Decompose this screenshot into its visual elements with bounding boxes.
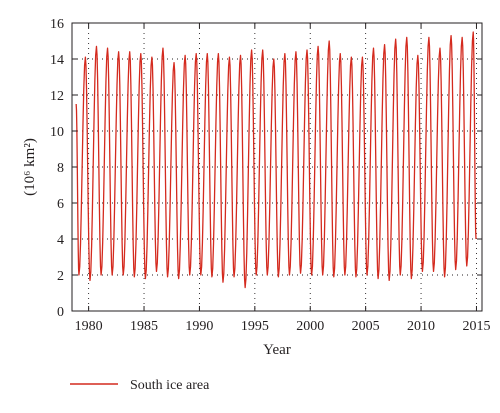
x-tick-label-1995: 1995 [241,319,269,334]
series-layer [75,31,477,289]
x-tick-label-2010: 2010 [407,319,435,334]
y-tick-label-2: 2 [57,269,64,284]
y-tick-label-0: 0 [57,305,64,320]
y-tick-label-14: 14 [50,53,64,68]
y-tick-label-10: 10 [50,125,64,140]
y-axis-label: (10⁶ km²) [22,138,38,196]
x-tick-label-1985: 1985 [130,319,158,334]
y-tick-label-4: 4 [57,233,64,248]
x-tick-label-2005: 2005 [352,319,380,334]
legend: South ice area [70,378,210,393]
x-tick-label-2015: 2015 [462,319,490,334]
y-tick-labels: 0 2 4 6 8 10 12 14 16 [50,17,64,320]
x-tick-label-1980: 1980 [75,319,103,334]
y-tick-label-16: 16 [50,17,64,32]
legend-label-south-ice-area: South ice area [130,378,210,393]
y-tick-label-6: 6 [57,197,64,212]
y-tick-label-12: 12 [50,89,64,104]
x-tick-label-1990: 1990 [185,319,213,334]
series-line-south-ice-area [75,31,477,289]
x-tick-labels: 1980 1985 1990 1995 2000 2005 2010 2015 [75,319,491,334]
axis-ticks [72,22,482,312]
x-tick-label-2000: 2000 [296,319,324,334]
y-tick-label-8: 8 [57,161,64,176]
x-axis-label: Year [263,342,291,358]
